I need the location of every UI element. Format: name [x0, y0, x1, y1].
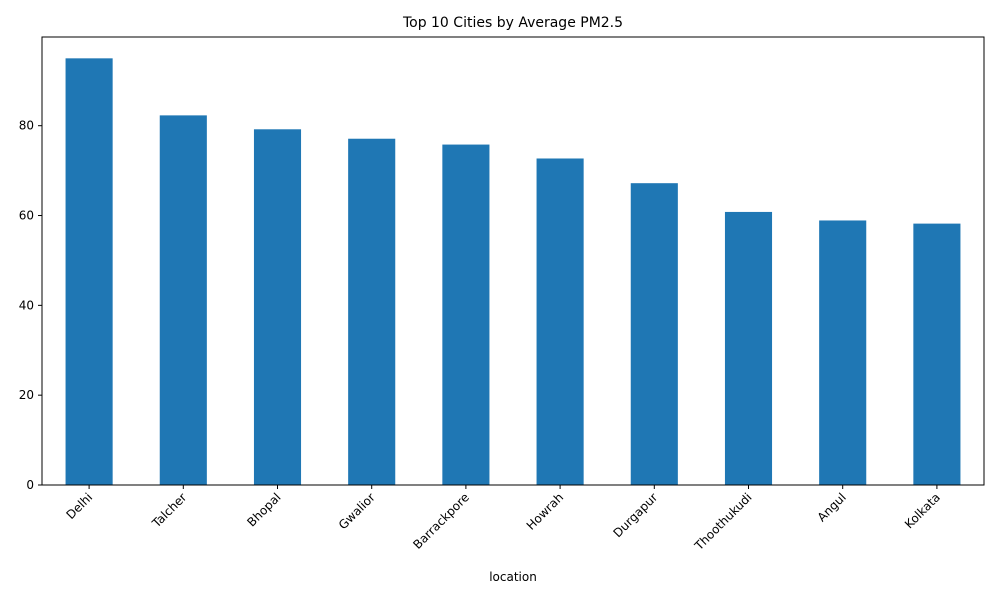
x-tick-label-kolkata: Kolkata — [902, 490, 943, 531]
bar-barrackpore — [442, 144, 490, 485]
bar-thoothukudi — [724, 211, 773, 485]
bar-howrah — [536, 158, 584, 485]
bars-group — [65, 58, 961, 486]
x-axis-title: location — [489, 570, 537, 584]
y-tick-label-60: 60 — [19, 209, 34, 223]
bar-delhi — [65, 58, 113, 485]
x-tick-label-delhi: Delhi — [63, 490, 95, 522]
y-tick-label-0: 0 — [26, 478, 34, 492]
y-tick-label-40: 40 — [19, 298, 34, 312]
x-tick-label-gwalior: Gwalior — [336, 490, 378, 532]
y-tick-label-20: 20 — [19, 388, 34, 402]
chart-title: Top 10 Cities by Average PM2.5 — [402, 15, 623, 31]
x-tick-label-bhopal: Bhopal — [244, 490, 283, 529]
x-tick-label-durgapur: Durgapur — [610, 490, 660, 540]
y-axis: 0 20 40 60 80 — [19, 119, 42, 492]
x-tick-label-thoothukudi: Thoothukudi — [691, 490, 754, 553]
bar-bhopal — [253, 129, 302, 485]
bar-durgapur — [630, 183, 678, 486]
bar-kolkata — [913, 223, 961, 485]
x-axis: Delhi Talcher Bhopal Gwalior Barrackpore Howr… — [63, 485, 943, 554]
x-tick-label-talcher: Talcher — [149, 490, 190, 531]
x-tick-label-barrackpore: Barrackpore — [410, 490, 472, 552]
bar-gwalior — [348, 138, 396, 485]
x-tick-label-howrah: Howrah — [524, 490, 566, 532]
x-tick-label-angul: Angul — [815, 490, 849, 524]
plot-frame — [41, 36, 985, 486]
y-tick-label-80: 80 — [19, 119, 34, 133]
bar-talcher — [159, 115, 207, 485]
bar-angul — [819, 220, 867, 485]
